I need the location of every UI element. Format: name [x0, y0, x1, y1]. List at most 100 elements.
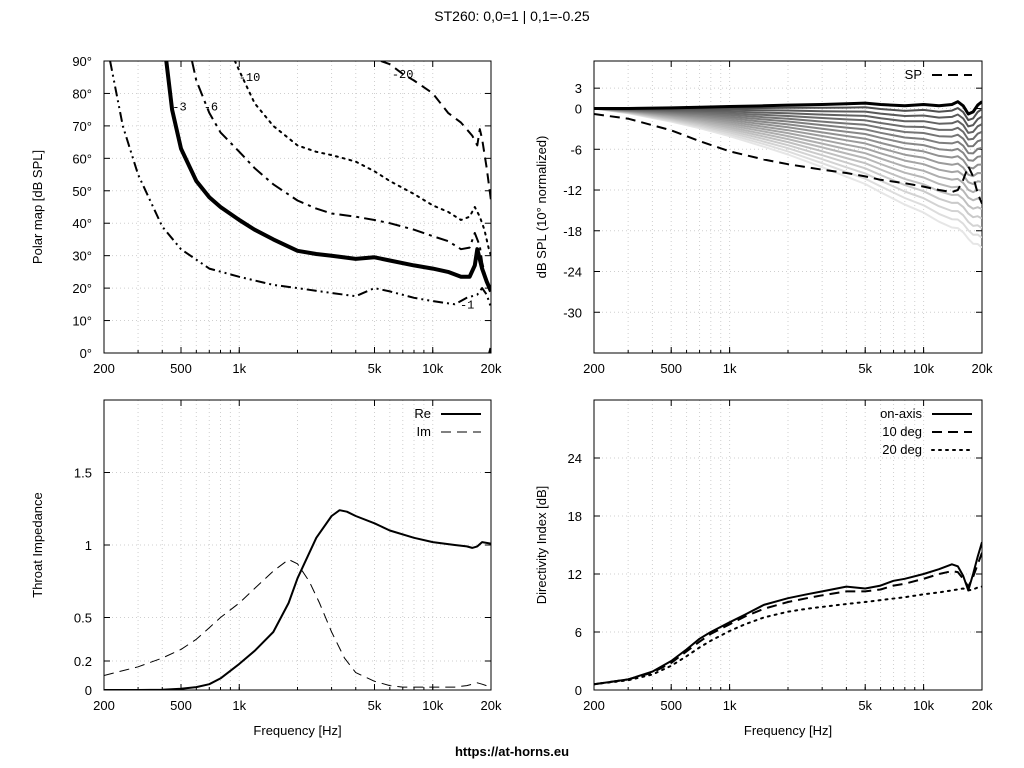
polar-map-chart: 200 500 1k 5k 10k 20k 0° 10° 20° 30° 40° 50° 60° 70° 8… — [30, 54, 502, 376]
y-tick-label: 12 — [568, 567, 582, 582]
directivity-index-chart: 200 500 1k 5k 10k 20k 0 6 12 18 24 Directivity Inde… — [534, 399, 993, 738]
legend-label: on-axis — [880, 406, 922, 421]
series-line--6 — [191, 61, 491, 292]
y-tick-label: -24 — [563, 265, 582, 280]
y-axis-label: Directivity Index [dB] — [534, 486, 549, 605]
y-tick-label: 0 — [575, 102, 582, 117]
y-tick-label: 40° — [72, 216, 92, 231]
legend-label: Re — [414, 406, 431, 421]
series-line-off-axis-14 — [594, 107, 982, 220]
legend-label: 20 deg — [882, 442, 922, 457]
x-tick-label: 200 — [583, 698, 605, 713]
impedance-chart: 200 500 1k 5k 10k 20k 0 0.2 0.5 1 1.5 Throat Impeda… — [30, 399, 502, 738]
y-tick-label: 1 — [85, 538, 92, 553]
spl-chart: 200 500 1k 5k 10k 20k 3 0 -6 -12 -18 -24 -30 dB SPL (… — [534, 60, 993, 376]
series-line-off-axis-4 — [594, 107, 982, 141]
x-tick-label: 1k — [232, 361, 246, 376]
y-tick-label: 0.5 — [74, 611, 92, 626]
x-tick-label: 10k — [913, 361, 934, 376]
x-tick-label: 500 — [660, 361, 682, 376]
series-line-off-axis-2 — [594, 107, 982, 128]
x-tick-label: 500 — [170, 361, 192, 376]
legend-label: SP — [905, 67, 922, 82]
series-line-10-deg — [594, 552, 982, 686]
series-line--10 — [233, 61, 491, 257]
y-tick-label: 60° — [72, 151, 92, 166]
y-tick-label: -6 — [570, 142, 582, 157]
y-tick-label: 50° — [72, 184, 92, 199]
series-line-off-axis-13 — [594, 107, 982, 211]
series-line-off-axis-16 — [594, 107, 982, 239]
x-tick-label: 20k — [481, 361, 502, 376]
footer-url[interactable]: https://at-horns.eu — [454, 744, 570, 759]
page-title: ST260: 0,0=1 | 0,1=-0.25 — [434, 8, 590, 24]
x-tick-label: 5k — [858, 361, 872, 376]
x-tick-label: 5k — [368, 698, 382, 713]
y-tick-label: -30 — [563, 305, 582, 320]
x-tick-label: 10k — [913, 698, 934, 713]
series-line-off-axis-3 — [594, 107, 982, 134]
y-tick-label: 30° — [72, 249, 92, 264]
series-line-on-axis — [594, 541, 982, 686]
y-tick-label: 1.5 — [74, 466, 92, 481]
x-tick-label: 200 — [93, 361, 115, 376]
y-tick-label: 10° — [72, 314, 92, 329]
x-tick-label: 10k — [422, 698, 443, 713]
legend-label: Im — [417, 424, 431, 439]
series-line-20-deg — [594, 585, 982, 686]
y-tick-label: 80° — [72, 86, 92, 101]
series-line-SP — [594, 113, 982, 204]
contour-label: -10 — [239, 71, 261, 85]
series-line-off-axis-8 — [594, 107, 982, 170]
y-tick-label: -18 — [563, 224, 582, 239]
y-axis-label: Throat Impedance — [30, 492, 45, 598]
x-tick-label: 200 — [583, 361, 605, 376]
x-tick-label: 20k — [972, 361, 993, 376]
series-line-off-axis-11 — [594, 107, 982, 194]
series-line--20 — [380, 61, 491, 201]
contour-label: -3 — [172, 100, 186, 114]
series-line-Im — [104, 559, 491, 688]
x-tick-label: 1k — [232, 698, 246, 713]
y-axis-label: dB SPL (10° normalized) — [534, 136, 549, 279]
y-tick-label: 0.2 — [74, 654, 92, 669]
series-line-off-axis-5 — [594, 107, 982, 148]
series-line-off-axis-7 — [594, 107, 982, 162]
x-tick-label: 1k — [723, 698, 737, 713]
series-line--3 — [164, 61, 491, 293]
y-tick-label: 0 — [85, 683, 92, 698]
x-axis-label: Frequency [Hz] — [744, 723, 832, 738]
series-line-Re — [104, 509, 491, 690]
y-tick-label: 18 — [568, 509, 582, 524]
x-tick-label: 1k — [723, 361, 737, 376]
series-line-off-axis-6 — [594, 107, 982, 155]
series-line-off-axis-12 — [594, 107, 982, 202]
y-tick-label: 24 — [568, 451, 582, 466]
contour-label: -20 — [392, 68, 414, 82]
legend-label: 10 deg — [882, 424, 922, 439]
contour-label: -1 — [460, 298, 474, 312]
x-tick-label: 20k — [481, 698, 502, 713]
series-line-off-axis-17 — [594, 107, 982, 249]
x-axis-label: Frequency [Hz] — [253, 723, 341, 738]
y-tick-label: 90° — [72, 54, 92, 69]
series-line-0 — [488, 347, 491, 353]
series-line-on-axis — [594, 100, 982, 116]
y-tick-label: -12 — [563, 183, 582, 198]
x-tick-label: 5k — [858, 698, 872, 713]
y-axis-label: Polar map [dB SPL] — [30, 150, 45, 264]
x-tick-label: 10k — [422, 361, 443, 376]
x-tick-label: 500 — [660, 698, 682, 713]
y-tick-label: 3 — [575, 81, 582, 96]
y-tick-label: 0° — [80, 346, 92, 361]
contour-label: -6 — [204, 100, 218, 114]
y-tick-label: 70° — [72, 119, 92, 134]
x-tick-label: 5k — [368, 361, 382, 376]
y-tick-label: 6 — [575, 625, 582, 640]
series-line--1 — [109, 61, 491, 308]
y-tick-label: 20° — [72, 281, 92, 296]
series-line-off-axis-10 — [594, 107, 982, 186]
y-tick-label: 0 — [575, 683, 582, 698]
x-tick-label: 500 — [170, 698, 192, 713]
x-tick-label: 20k — [972, 698, 993, 713]
